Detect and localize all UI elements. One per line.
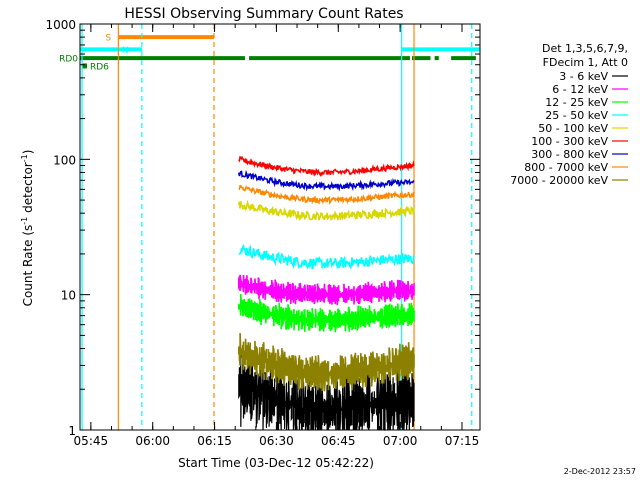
- series-line-5: [238, 155, 415, 177]
- legend-header-1: FDecim 1, Att 0: [543, 56, 628, 69]
- state-bars: S N RD0 RD6: [59, 34, 480, 72]
- series-lines: [238, 155, 415, 431]
- legend: Det 1,3,5,6,7,9,FDecim 1, Att 03 - 6 keV…: [510, 42, 628, 187]
- plot-frame: [79, 23, 481, 431]
- legend-label-7: 800 - 7000 keV: [524, 161, 608, 174]
- legend-label-2: 12 - 25 keV: [545, 96, 608, 109]
- legend-label-6: 300 - 800 keV: [531, 148, 608, 161]
- x-axis-label: Start Time (03-Dec-12 05:42:22): [178, 456, 374, 470]
- state-label-s: S: [105, 34, 111, 44]
- y-tick-label-2: 100: [53, 153, 76, 167]
- state-label-rd6: RD6: [90, 62, 109, 72]
- series-line-2: [238, 293, 415, 333]
- y-axis-label-sup1: -1: [20, 217, 29, 225]
- series-line-0: [238, 354, 415, 431]
- legend-label-4: 50 - 100 keV: [538, 122, 608, 135]
- chart-title: HESSI Observing Summary Count Rates: [124, 6, 403, 22]
- y-tick-label-0: 1: [68, 424, 76, 438]
- axes: 05:45 06:00 06:15 06:30 06:45 07:00 07:15 1 10 10…: [45, 18, 481, 448]
- y-tick-label-3: 1000: [45, 18, 76, 32]
- legend-label-8: 7000 - 20000 keV: [510, 174, 608, 187]
- series-line-7: [238, 184, 415, 205]
- timestamp: 2-Dec-2012 23:57: [564, 467, 636, 476]
- x-tick-label-3: 06:30: [259, 434, 294, 448]
- x-tick-label-0: 05:45: [74, 434, 109, 448]
- series-line-1: [238, 274, 415, 306]
- y-axis-label-sup2: -1: [20, 154, 29, 162]
- state-marker-rd6: [82, 63, 87, 69]
- x-tick-label-5: 07:00: [383, 434, 418, 448]
- x-tick-label-4: 06:45: [321, 434, 356, 448]
- series-line-8: [238, 333, 415, 392]
- x-tick-label-1: 06:00: [135, 434, 170, 448]
- x-tick-label-2: 06:15: [197, 434, 232, 448]
- legend-label-5: 100 - 300 keV: [531, 135, 608, 148]
- y-tick-label-1: 10: [61, 289, 76, 303]
- state-label-rd0: RD0: [59, 55, 78, 65]
- legend-header-0: Det 1,3,5,6,7,9,: [542, 42, 628, 55]
- vertical-markers: [81, 24, 473, 430]
- x-tick-label-6: 07:15: [445, 434, 480, 448]
- series-line-3: [238, 243, 415, 270]
- legend-label-0: 3 - 6 keV: [559, 70, 608, 83]
- series-line-6: [238, 169, 415, 192]
- y-axis-label-main: Count Rate (s: [21, 225, 35, 307]
- series-line-4: [238, 199, 415, 221]
- y-axis-label: Count Rate (s-1 detector-1): [20, 150, 35, 307]
- legend-label-1: 6 - 12 keV: [552, 83, 608, 96]
- legend-label-3: 25 - 50 keV: [545, 109, 608, 122]
- y-axis-label-mid: detector: [21, 162, 35, 217]
- state-label-n: N: [122, 46, 129, 56]
- y-axis-label-end: ): [21, 150, 35, 155]
